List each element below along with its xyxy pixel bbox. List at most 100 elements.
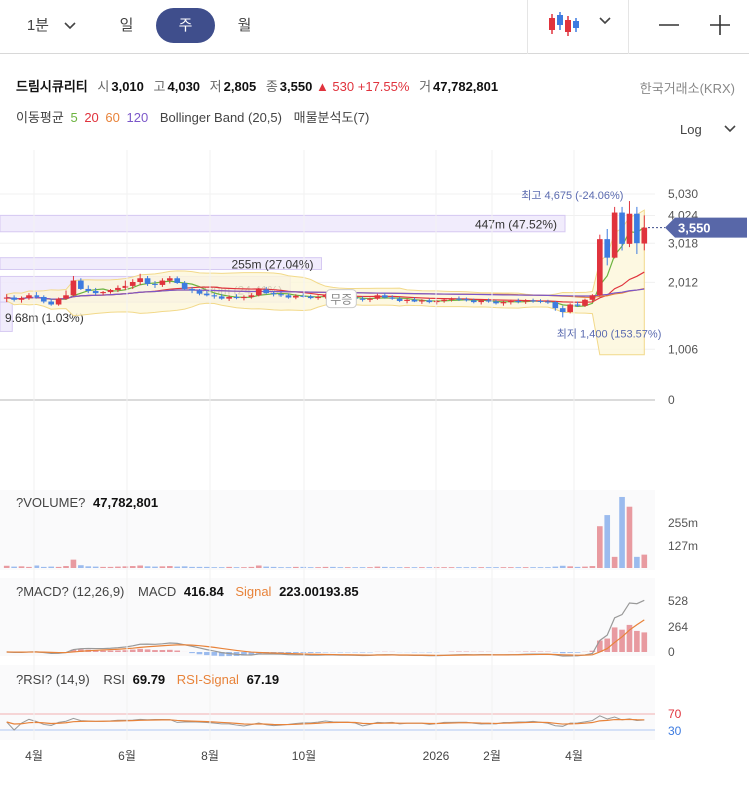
- candle-body: [129, 282, 136, 286]
- x-tick-label: 4월: [25, 749, 43, 763]
- volume-y-tick: 255m: [668, 516, 698, 530]
- volume-bar: [389, 567, 396, 568]
- macd-histogram-bar: [604, 638, 611, 652]
- volume-bar: [574, 566, 581, 568]
- candle-body: [493, 301, 499, 304]
- rsi-signal-label: RSI-Signal: [176, 672, 239, 687]
- macd-histogram-bar: [100, 650, 106, 652]
- candle-body: [537, 300, 544, 302]
- macd-histogram-bar: [152, 650, 158, 652]
- candle-body: [226, 296, 232, 299]
- candle-body: [604, 239, 611, 258]
- volume-bar: [611, 556, 618, 568]
- candle-body: [307, 296, 314, 299]
- scale-dropdown[interactable]: Log: [680, 122, 737, 137]
- volume-bar: [485, 567, 492, 568]
- tab-month[interactable]: 월: [237, 17, 252, 34]
- candle-body: [456, 298, 462, 300]
- volume-bar: [248, 566, 255, 568]
- ma-20: 20: [84, 110, 99, 125]
- tab-day[interactable]: 일: [119, 17, 134, 34]
- candle-body: [567, 304, 573, 313]
- candle-body: [374, 295, 381, 299]
- volume-bar: [152, 566, 158, 568]
- volume-y-tick: 127m: [668, 539, 698, 553]
- volume-bar: [40, 566, 47, 568]
- volume-bar: [189, 566, 195, 568]
- x-tick-label: 2026: [423, 749, 450, 763]
- high-value: 4,030: [167, 79, 201, 94]
- open-value: 3,010: [111, 79, 144, 94]
- macd-histogram-bar: [559, 652, 566, 654]
- candle-body: [359, 298, 366, 300]
- ma-120: 120: [126, 110, 149, 125]
- ma-label: 이동평균: [16, 110, 64, 125]
- macd-histogram-bar: [122, 650, 129, 652]
- macd-histogram-bar: [48, 652, 55, 654]
- tab-week[interactable]: 주: [156, 8, 215, 43]
- candle-body: [270, 293, 277, 295]
- volume-bar: [433, 567, 440, 568]
- candle-body: [204, 293, 210, 296]
- candle-body: [626, 213, 633, 244]
- candle-body: [144, 278, 151, 284]
- close-value: 3,550: [279, 79, 313, 94]
- volume-panel-value: 47,782,801: [93, 495, 159, 510]
- price-info-line: 드림시큐리티 시 3,010 고 4,030 저 2,805 종 3,550 ▲ 530…: [16, 76, 498, 95]
- candle-body: [122, 285, 129, 288]
- volume-bar: [604, 515, 611, 568]
- volume-bar: [100, 566, 106, 568]
- macd-histogram-bar: [255, 652, 262, 654]
- volume-profile-label: 9.68m (1.03%): [5, 311, 84, 325]
- candle-body: [248, 295, 255, 297]
- macd-value: 416.84: [183, 584, 224, 599]
- candle-body: [63, 295, 69, 299]
- volume-bar: [508, 567, 514, 568]
- macd-histogram-bar: [78, 649, 84, 652]
- macd-signal-value: 223.00193.85: [279, 584, 359, 599]
- volume-bar: [63, 566, 69, 568]
- volume-bar: [552, 566, 559, 568]
- macd-histogram-bar: [293, 652, 299, 653]
- candle-body: [619, 212, 625, 244]
- toolbar-divider: [628, 0, 629, 54]
- volume-bar: [411, 567, 418, 568]
- y-tick-label: 5,030: [668, 187, 698, 201]
- macd-histogram-bar: [92, 650, 99, 652]
- candle-body: [441, 299, 447, 301]
- chart-type-button[interactable]: [548, 10, 628, 40]
- interval-label: 1분: [26, 17, 49, 34]
- candle-body: [196, 290, 203, 294]
- rsi-label: RSI: [103, 672, 125, 687]
- moving-average-line: [6, 271, 645, 303]
- volume-bar: [166, 566, 173, 568]
- candle-body: [574, 304, 581, 306]
- stock-name: 드림시큐리티: [16, 79, 88, 94]
- candle-body: [137, 278, 143, 283]
- macd-histogram-bar: [189, 652, 195, 654]
- zoom-in-button[interactable]: [705, 10, 735, 40]
- volume-bar: [545, 567, 551, 568]
- indicator-legend[interactable]: 이동평균 5 20 60 120 Bollinger Band (20,5) 매…: [16, 107, 369, 126]
- volume-profile-label: 230m (24.41%): [200, 283, 282, 297]
- high-annotation: 최고 4,675 (-24.06%): [521, 189, 623, 202]
- y-tick-label: 1,006: [668, 342, 698, 356]
- candle-body: [404, 299, 410, 301]
- volume-bar: [129, 566, 136, 568]
- volume-panel-header: ?VOLUME? 47,782,801: [16, 495, 158, 510]
- volume-bar: [559, 565, 566, 568]
- volume-bar: [11, 566, 17, 568]
- volume-bar: [122, 566, 129, 568]
- volume-bar: [137, 565, 143, 568]
- candle-body: [85, 288, 92, 292]
- interval-dropdown[interactable]: 1분: [22, 8, 82, 43]
- candle-body: [389, 297, 396, 299]
- volume-bar: [589, 566, 596, 568]
- candle-body: [40, 296, 47, 302]
- macd-histogram-bar: [85, 649, 92, 652]
- macd-histogram-bar: [285, 652, 292, 654]
- zoom-out-button[interactable]: [654, 10, 684, 40]
- x-tick-label: 2월: [483, 749, 501, 763]
- candle-body: [411, 299, 418, 302]
- candle-body: [211, 295, 218, 297]
